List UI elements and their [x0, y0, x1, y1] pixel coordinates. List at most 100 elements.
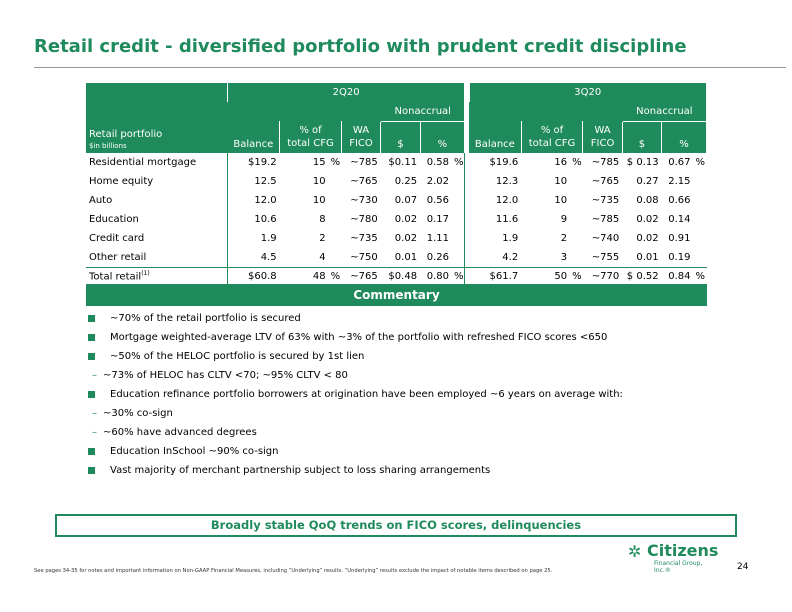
- cell-p1s: [329, 248, 342, 267]
- cell-f2: ~735: [591, 195, 620, 206]
- cell-d2: 0.02: [636, 214, 659, 225]
- table-row: Other retail 4.5 4 ~750 0.01 0.26 4.2 3 ~755 0.01…: [86, 248, 707, 267]
- retail-portfolio-table: Retail portfolio $in billions 2Q20 3Q20 …: [86, 83, 708, 287]
- cell-f1: ~730: [350, 195, 378, 206]
- citizens-logo-mark-icon: ✲: [628, 542, 642, 561]
- cell-p2s: [570, 248, 583, 267]
- commentary-text: Education InSchool ~90% co-sign: [110, 446, 279, 457]
- row-label: Other retail: [86, 248, 229, 267]
- logo-name: Citizens: [647, 541, 719, 560]
- cell-p1s: %: [330, 157, 341, 168]
- cell-f1: ~765: [350, 176, 378, 187]
- cell-d1: 0.01: [394, 251, 418, 263]
- cell-b2: $19.6: [489, 157, 519, 168]
- cell-n2: 0.14: [668, 214, 691, 225]
- cell-p2: 10: [554, 195, 568, 206]
- cell-f1: ~785: [350, 157, 378, 168]
- cell-d1: 0.02: [394, 214, 418, 225]
- nonaccrual-header-row: Nonaccrual Nonaccrual: [86, 102, 708, 122]
- commentary-text: ~70% of the retail portfolio is secured: [110, 313, 301, 324]
- row-label: Residential mortgage: [86, 153, 229, 172]
- period-header-row: Retail portfolio $in billions 2Q20 3Q20: [86, 83, 708, 153]
- col-pct-total-3q20: % of total CFG: [521, 121, 584, 153]
- cell-f2: ~765: [591, 176, 620, 187]
- cell-f2: ~740: [591, 233, 620, 244]
- cell-p1: 4: [319, 251, 326, 263]
- table-row: Education 10.6 8 ~780 0.02 0.17 11.6 9 ~785 0.02 0…: [86, 210, 707, 229]
- table-row: Residential mortgage $19.2 15% ~785 $0.11 0.5…: [86, 153, 707, 172]
- square-bullet-icon: [88, 448, 95, 455]
- footnote: See pages 34-35 for notes and important …: [34, 568, 553, 574]
- cell-n1s: %: [451, 153, 466, 172]
- col-nonaccrual-dollar-2q20: $: [380, 121, 421, 153]
- cell-p2s: [570, 191, 583, 210]
- cell-p1s: [329, 172, 342, 191]
- cell-n1: 0.58: [426, 157, 449, 168]
- commentary-bullet: Education refinance portfolio borrowers …: [86, 389, 623, 408]
- commentary-text: ~73% of HELOC has CLTV <70; ~95% CLTV < …: [103, 370, 348, 381]
- cell-b2: 1.9: [502, 233, 519, 244]
- row-label: Credit card: [86, 229, 229, 248]
- cell-f1: ~780: [350, 214, 378, 225]
- dash-bullet-icon: –: [92, 408, 97, 419]
- cell-n2s: [694, 229, 707, 248]
- cell-p1: 2: [319, 233, 326, 244]
- page-title: Retail credit - diversified portfolio wi…: [34, 36, 687, 57]
- commentary-bullet: Education InSchool ~90% co-sign: [86, 446, 623, 465]
- square-bullet-icon: [88, 334, 95, 341]
- cell-p1s: [329, 210, 342, 229]
- cell-b1: 12.5: [254, 176, 277, 187]
- cell-p1: 10: [312, 176, 326, 187]
- cell-p1: 8: [319, 214, 326, 225]
- page-number: 24: [737, 562, 749, 572]
- cell-b2: 11.6: [495, 214, 519, 225]
- cell-p2: 10: [554, 176, 568, 187]
- cell-b1: $19.2: [248, 157, 277, 168]
- cell-b2: 12.0: [495, 195, 519, 206]
- cell-n2: 0.67: [668, 157, 691, 168]
- col-nonaccrual-pct-2q20: %: [420, 121, 466, 153]
- commentary-heading: Commentary: [86, 284, 707, 306]
- cell-n2: 0.91: [668, 233, 691, 244]
- cell-p2s: [570, 210, 583, 229]
- cell-d2: 0.27: [636, 176, 659, 187]
- cell-d2: $ 0.13: [626, 157, 659, 168]
- commentary-list: ~70% of the retail portfolio is secured M…: [86, 313, 623, 484]
- cell-b1: 12.0: [254, 195, 277, 206]
- cell-d2: 0.02: [636, 233, 659, 244]
- table-row: Home equity 12.5 10 ~765 0.25 2.02 12.3 10 ~765 0…: [86, 172, 707, 191]
- cell-n1s: [451, 210, 466, 229]
- cell-p2: 16: [554, 157, 568, 168]
- column-header-row: Balance % of total CFG WA FICO $ % Balance…: [86, 121, 707, 153]
- cell-n1s: [451, 172, 466, 191]
- cell-d1: 0.07: [394, 195, 418, 206]
- row-label: Home equity: [86, 172, 229, 191]
- cell-p2s: [570, 229, 583, 248]
- cell-b1: 4.5: [260, 251, 277, 263]
- cell-n2: 0.66: [668, 195, 691, 206]
- cell-n1s: [451, 191, 466, 210]
- cell-p1s: [329, 191, 342, 210]
- nonaccrual-header-2q20: Nonaccrual: [380, 102, 466, 122]
- table-row: Auto 12.0 10 ~730 0.07 0.56 12.0 10 ~735 0.08 0.66: [86, 191, 707, 210]
- cell-p2: 9: [560, 214, 568, 225]
- col-nonaccrual-dollar-3q20: $: [622, 121, 663, 153]
- col-wa-fico-3q20: WA FICO: [582, 121, 623, 153]
- cell-n2: 0.19: [668, 251, 691, 263]
- cell-p2: 2: [560, 233, 568, 244]
- commentary-subpoint: – ~30% co-sign: [86, 408, 623, 427]
- cell-d2: 0.08: [636, 195, 659, 206]
- dash-bullet-icon: –: [92, 370, 97, 381]
- commentary-subpoint: – ~73% of HELOC has CLTV <70; ~95% CLTV <…: [86, 370, 623, 389]
- table-body: Residential mortgage $19.2 15% ~785 $0.11 0.5…: [86, 153, 707, 287]
- cell-n1s: [451, 229, 466, 248]
- square-bullet-icon: [88, 391, 95, 398]
- cell-n2: 2.15: [668, 176, 691, 187]
- cell-n2s: %: [695, 157, 706, 168]
- commentary-subpoint: – ~60% have advanced degrees: [86, 427, 623, 446]
- takeaway-box: Broadly stable QoQ trends on FICO scores…: [55, 514, 737, 537]
- col-pct-total-2q20: % of total CFG: [279, 121, 342, 153]
- commentary-text: Vast majority of merchant partnership su…: [110, 465, 491, 476]
- cell-f1: ~750: [350, 251, 378, 263]
- cell-p1: 10: [312, 195, 326, 206]
